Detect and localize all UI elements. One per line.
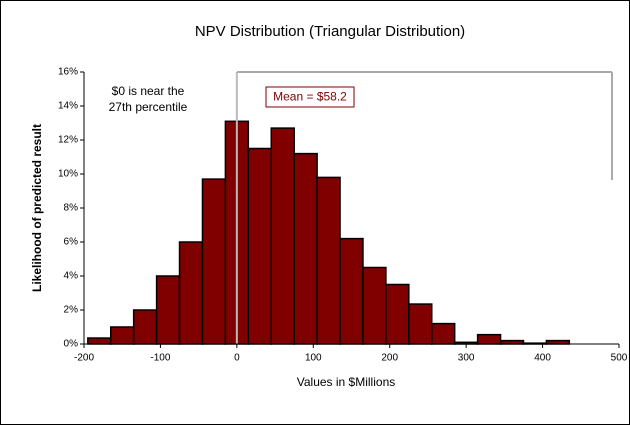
- bar: [178, 241, 204, 345]
- annotation: Mean = $58.2: [273, 90, 347, 104]
- bar: [293, 152, 318, 345]
- bar: [201, 178, 227, 345]
- y-tick-label: 0%: [64, 339, 79, 350]
- y-tick-label: 14%: [58, 101, 78, 112]
- y-axis-title: Likelihood of predicted result: [30, 124, 44, 292]
- bar: [270, 127, 295, 345]
- bar: [362, 266, 387, 345]
- bar: [339, 237, 364, 345]
- chart-title: NPV Distribution (Triangular Distributio…: [195, 23, 465, 40]
- bar: [431, 322, 456, 345]
- annotation: $0 is near the: [112, 84, 185, 98]
- bar: [247, 147, 272, 345]
- y-tick-label: 8%: [64, 203, 79, 214]
- x-tick-label: 200: [381, 353, 398, 364]
- x-tick-label: 400: [534, 353, 551, 364]
- y-tick-label: 4%: [64, 271, 79, 282]
- x-tick-label: 100: [305, 353, 322, 364]
- y-tick-label: 6%: [64, 237, 79, 248]
- bar: [408, 303, 433, 345]
- annotation: 27th percentile: [109, 100, 188, 114]
- bar: [110, 326, 135, 345]
- y-tick-label: 2%: [64, 305, 79, 316]
- bar: [545, 339, 571, 345]
- bar: [476, 333, 502, 345]
- x-axis-title: Values in $Millions: [297, 375, 396, 389]
- x-tick-label: 0: [234, 353, 240, 364]
- x-tick-label: 300: [458, 353, 475, 364]
- y-tick-label: 16%: [58, 67, 78, 78]
- bar: [87, 337, 112, 345]
- plot-area: 0% 2% 4% 6% 8% 10% 12% 14% 16% -200 -100 0 100 200 300…: [58, 67, 628, 364]
- bar: [132, 309, 158, 345]
- bar: [499, 339, 525, 345]
- x-tick-label: 500: [611, 353, 628, 364]
- y-tick-label: 10%: [58, 169, 78, 180]
- bar: [385, 283, 410, 345]
- x-tick-label: -200: [74, 353, 94, 364]
- annotation-box: [265, 86, 355, 108]
- y-tick-label: 12%: [58, 135, 78, 146]
- bar: [316, 176, 341, 345]
- bar: [155, 275, 181, 345]
- x-tick-label: -100: [150, 353, 170, 364]
